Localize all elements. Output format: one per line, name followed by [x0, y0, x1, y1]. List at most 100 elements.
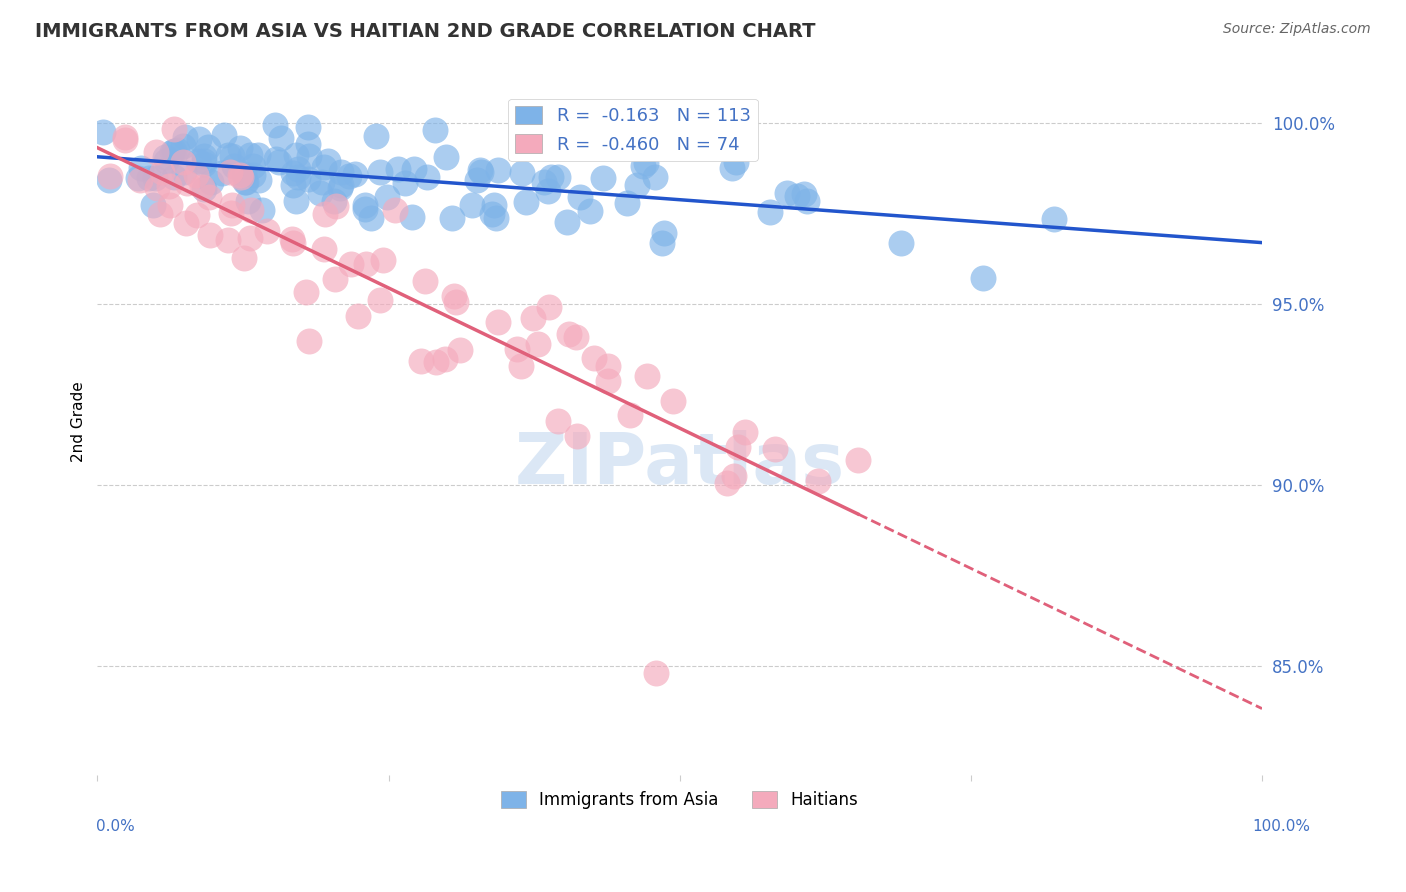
Point	[759, 204, 782, 219]
Point	[522, 310, 544, 325]
Point	[197, 140, 219, 154]
Point	[443, 289, 465, 303]
Point	[221, 148, 243, 162]
Point	[547, 414, 569, 428]
Point	[533, 175, 555, 189]
Point	[295, 285, 318, 300]
Point	[235, 175, 257, 189]
Point	[281, 178, 304, 192]
Point	[387, 162, 409, 177]
Point	[368, 164, 391, 178]
Point	[247, 148, 270, 162]
Point	[233, 167, 256, 181]
Point	[360, 211, 382, 226]
Point	[890, 236, 912, 251]
Point	[297, 120, 319, 135]
Point	[763, 442, 786, 457]
Point	[343, 167, 366, 181]
Point	[127, 170, 149, 185]
Point	[186, 208, 208, 222]
Point	[481, 207, 503, 221]
Point	[229, 168, 252, 182]
Point	[174, 129, 197, 144]
Point	[565, 330, 588, 344]
Point	[716, 476, 738, 491]
Point	[401, 210, 423, 224]
Point	[973, 271, 995, 285]
Point	[592, 171, 614, 186]
Point	[281, 166, 304, 180]
Point	[598, 359, 620, 373]
Point	[527, 337, 550, 351]
Point	[298, 334, 321, 348]
Point	[309, 186, 332, 200]
Point	[166, 143, 188, 157]
Point	[242, 160, 264, 174]
Point	[651, 235, 673, 250]
Point	[846, 453, 869, 467]
Point	[652, 226, 675, 240]
Point	[509, 359, 531, 373]
Point	[555, 214, 578, 228]
Point	[233, 251, 256, 265]
Point	[229, 169, 252, 184]
Text: IMMIGRANTS FROM ASIA VS HAITIAN 2ND GRADE CORRELATION CHART: IMMIGRANTS FROM ASIA VS HAITIAN 2ND GRAD…	[35, 22, 815, 41]
Point	[193, 181, 215, 195]
Point	[128, 172, 150, 186]
Point	[470, 165, 492, 179]
Point	[221, 198, 243, 212]
Point	[434, 150, 457, 164]
Point	[727, 441, 749, 455]
Point	[198, 190, 221, 204]
Point	[159, 198, 181, 212]
Point	[793, 187, 815, 202]
Point	[515, 195, 537, 210]
Point	[129, 161, 152, 175]
Point	[512, 166, 534, 180]
Point	[239, 148, 262, 162]
Point	[160, 145, 183, 160]
Point	[298, 148, 321, 162]
Point	[720, 161, 742, 176]
Point	[247, 173, 270, 187]
Point	[173, 164, 195, 178]
Point	[775, 186, 797, 200]
Point	[114, 133, 136, 147]
Point	[239, 231, 262, 245]
Point	[634, 155, 657, 169]
Point	[239, 203, 262, 218]
Point	[409, 354, 432, 368]
Point	[187, 154, 209, 169]
Point	[337, 169, 360, 183]
Point	[724, 154, 747, 169]
Point	[222, 159, 245, 173]
Point	[155, 150, 177, 164]
Point	[375, 190, 398, 204]
Point	[229, 140, 252, 154]
Point	[644, 170, 666, 185]
Point	[734, 425, 756, 439]
Point	[200, 175, 222, 189]
Point	[423, 123, 446, 137]
Point	[547, 170, 569, 185]
Point	[184, 168, 207, 182]
Point	[368, 293, 391, 307]
Point	[558, 326, 581, 341]
Text: 0.0%: 0.0%	[96, 820, 135, 834]
Point	[283, 235, 305, 250]
Point	[172, 154, 194, 169]
Point	[645, 666, 668, 681]
Point	[626, 178, 648, 193]
Point	[486, 315, 509, 329]
Point	[662, 393, 685, 408]
Point	[449, 343, 471, 358]
Point	[1043, 212, 1066, 227]
Point	[416, 169, 439, 184]
Point	[287, 169, 309, 184]
Point	[565, 429, 588, 443]
Point	[193, 157, 215, 171]
Point	[346, 310, 368, 324]
Point	[270, 130, 292, 145]
Point	[269, 154, 291, 169]
Point	[723, 469, 745, 483]
